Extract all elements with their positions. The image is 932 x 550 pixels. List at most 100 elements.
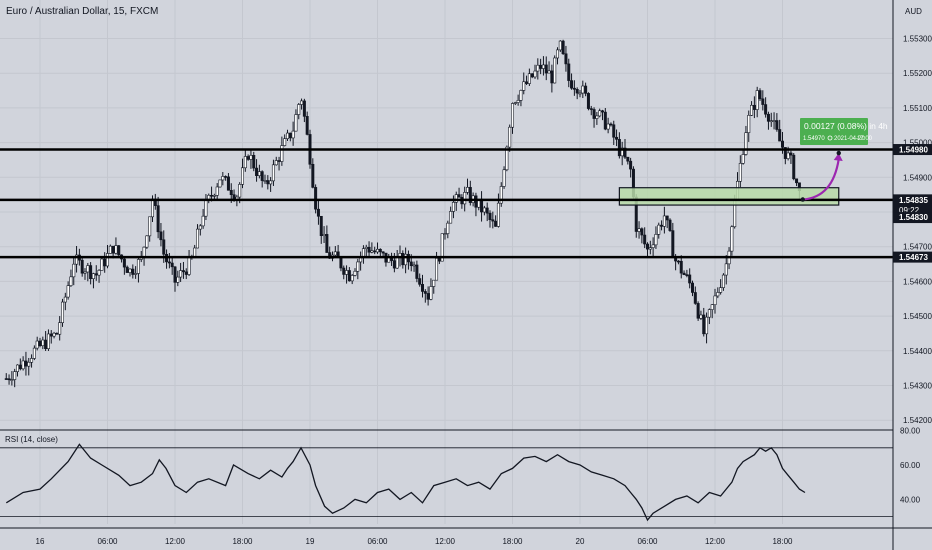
candle-body [381,251,385,254]
candle-body [297,104,301,115]
symbol-title: Euro / Australian Dollar, 15, FXCM [6,6,158,17]
candle-body [581,85,585,94]
currency-label: AUD [905,7,922,16]
candle-body [361,248,365,257]
candle-body [232,194,236,200]
x-tick-label: 12:00 [705,537,726,546]
candle-body [595,115,599,119]
candle-body [758,90,762,100]
candle-body [592,109,596,119]
candle-body [724,263,728,276]
projection-label-price: 1.54970 [803,136,825,142]
candle-body [10,379,14,381]
candle-body [561,40,565,55]
candle-body [502,169,506,187]
candle-body [547,70,551,74]
candle-body [221,176,225,181]
rsi-tick-label: 40.00 [900,495,921,504]
candle-body [24,360,28,367]
candle-body [229,189,233,195]
candle-body [429,286,433,300]
candle-body [741,154,745,164]
candle-body [274,160,278,166]
candle-body [750,104,754,116]
candle-body [257,171,261,176]
candle-body [159,231,163,241]
candle-body [589,108,593,110]
candle-body [370,250,374,253]
y-tick-label: 1.55200 [903,69,932,78]
candle-body [238,184,242,198]
candle-body [744,132,748,155]
candle-body [226,176,230,191]
candle-body [699,314,703,319]
candle-body [409,261,413,267]
rsi-title: RSI (14, close) [5,435,58,444]
candle-body [539,64,543,69]
candle-body [322,234,326,237]
candle-body [519,90,523,101]
candle-body [516,100,520,103]
candle-body [522,81,526,91]
candle-body [198,225,202,230]
candle-body [339,257,343,269]
candle-body [761,98,765,105]
candle-body [156,205,160,233]
levels-layer[interactable] [0,148,893,259]
y-tick-label: 1.54200 [903,416,932,425]
y-tick-label: 1.55100 [903,104,932,113]
x-tick-label: 16 [36,537,45,546]
candle-body [302,100,306,117]
candle-body [63,296,67,303]
candle-body [151,198,155,218]
candle-body [668,219,672,231]
candle-body [108,245,112,254]
candle-body [707,309,711,318]
candle-body [215,186,219,196]
candle-body [305,116,309,135]
candle-body [468,187,472,203]
candle-body [46,333,50,349]
candle-body [266,180,270,185]
candle-body [89,265,93,279]
candle-body [612,124,616,138]
candle-body [201,215,205,227]
candle-body [7,378,11,381]
candle-body [280,145,284,162]
candle-body [13,371,17,380]
candle-body [513,102,517,104]
candle-body [505,146,509,171]
candle-body [651,244,655,248]
candle-body [637,228,641,232]
candle-body [173,266,177,283]
x-tick-label: 18:00 [502,537,523,546]
candle-body [755,90,759,110]
x-tick-label: 18:00 [772,537,793,546]
candle-body [457,194,461,198]
candle-body [103,258,107,267]
candle-body [212,195,216,197]
level-price-label: 1.54980 [899,146,928,155]
candle-body [218,179,222,188]
candle-body [603,111,607,130]
level-time-label: 09:22 [899,206,920,215]
candle-body [654,234,658,246]
candle-body [713,295,717,306]
candle-body [148,216,152,237]
candle-body [404,253,408,266]
candle-body [778,129,782,142]
candle-body [69,276,73,286]
candle-body [752,104,756,110]
candle-body [679,260,683,274]
candle-body [300,100,304,105]
x-tick-label: 06:00 [367,537,388,546]
support-zone[interactable] [618,187,840,206]
candle-body [269,180,273,185]
candle-body [792,154,796,180]
x-tick-label: 18:00 [232,537,253,546]
candle-body [491,219,495,222]
projection-arrow [802,158,840,201]
